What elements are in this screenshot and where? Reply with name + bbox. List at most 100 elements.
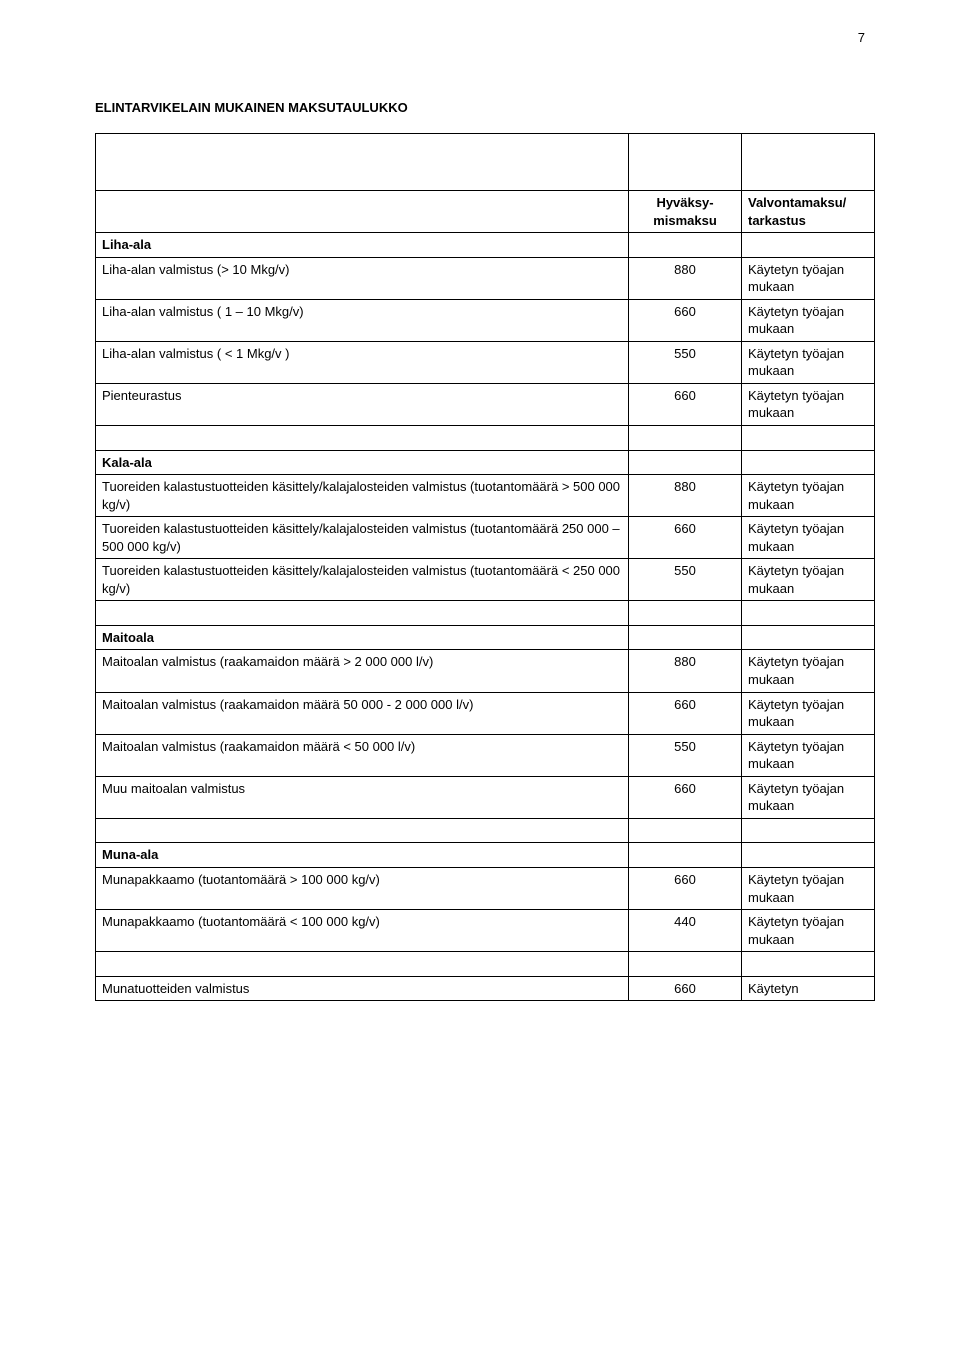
cell-value: 660 [629, 776, 742, 818]
cell-note: Käytetyn työajan mukaan [742, 692, 875, 734]
cell-value: 550 [629, 734, 742, 776]
section-liha: Liha-ala [96, 233, 629, 258]
cell-note: Käytetyn työajan mukaan [742, 257, 875, 299]
table-row: Muna-ala [96, 843, 875, 868]
cell-empty [629, 818, 742, 843]
cell-empty [742, 134, 875, 191]
cell-note: Käytetyn työajan mukaan [742, 867, 875, 909]
cell-label: Maitoalan valmistus (raakamaidon määrä 5… [96, 692, 629, 734]
page-number: 7 [858, 30, 865, 45]
cell-value: 550 [629, 341, 742, 383]
cell-value: 660 [629, 299, 742, 341]
cell-empty [96, 191, 629, 233]
table-row [96, 818, 875, 843]
table-row: Liha-ala [96, 233, 875, 258]
cell-empty [96, 426, 629, 451]
table-header-row: Hyväksy-mismaksu Valvontamaksu/ tarkastu… [96, 191, 875, 233]
cell-note: Käytetyn työajan mukaan [742, 650, 875, 692]
cell-empty [96, 952, 629, 977]
cell-label: Tuoreiden kalastustuotteiden käsittely/k… [96, 517, 629, 559]
cell-label: Munapakkaamo (tuotantomäärä < 100 000 kg… [96, 910, 629, 952]
cell-label: Maitoalan valmistus (raakamaidon määrä >… [96, 650, 629, 692]
cell-label: Munatuotteiden valmistus [96, 976, 629, 1001]
cell-empty [96, 818, 629, 843]
cell-empty [742, 843, 875, 868]
table-row [96, 952, 875, 977]
cell-empty [629, 952, 742, 977]
cell-empty [629, 450, 742, 475]
table-row: Pienteurastus 660 Käytetyn työajan mukaa… [96, 383, 875, 425]
cell-empty [742, 233, 875, 258]
table-row: Maitoala [96, 625, 875, 650]
cell-label: Munapakkaamo (tuotantomäärä > 100 000 kg… [96, 867, 629, 909]
cell-note: Käytetyn [742, 976, 875, 1001]
cell-value: 880 [629, 257, 742, 299]
cell-empty [742, 601, 875, 626]
cell-note: Käytetyn työajan mukaan [742, 734, 875, 776]
cell-empty [742, 625, 875, 650]
table-row: Maitoalan valmistus (raakamaidon määrä >… [96, 650, 875, 692]
cell-empty [629, 625, 742, 650]
cell-empty [629, 426, 742, 451]
cell-empty [742, 426, 875, 451]
header-col3: Valvontamaksu/ tarkastus [742, 191, 875, 233]
cell-label: Liha-alan valmistus ( 1 – 10 Mkg/v) [96, 299, 629, 341]
cell-label: Liha-alan valmistus (> 10 Mkg/v) [96, 257, 629, 299]
table-row: Kala-ala [96, 450, 875, 475]
table-row: Liha-alan valmistus (> 10 Mkg/v) 880 Käy… [96, 257, 875, 299]
table-row: Muu maitoalan valmistus 660 Käytetyn työ… [96, 776, 875, 818]
table-row: Munapakkaamo (tuotantomäärä < 100 000 kg… [96, 910, 875, 952]
cell-note: Käytetyn työajan mukaan [742, 776, 875, 818]
cell-note: Käytetyn työajan mukaan [742, 517, 875, 559]
cell-note: Käytetyn työajan mukaan [742, 299, 875, 341]
table-row: Maitoalan valmistus (raakamaidon määrä 5… [96, 692, 875, 734]
cell-label: Maitoalan valmistus (raakamaidon määrä <… [96, 734, 629, 776]
cell-empty [629, 843, 742, 868]
cell-label: Tuoreiden kalastustuotteiden käsittely/k… [96, 559, 629, 601]
section-muna: Muna-ala [96, 843, 629, 868]
cell-label: Pienteurastus [96, 383, 629, 425]
table-row: Tuoreiden kalastustuotteiden käsittely/k… [96, 517, 875, 559]
cell-label: Tuoreiden kalastustuotteiden käsittely/k… [96, 475, 629, 517]
table-row: Maitoalan valmistus (raakamaidon määrä <… [96, 734, 875, 776]
cell-empty [629, 233, 742, 258]
page: 7 ELINTARVIKELAIN MUKAINEN MAKSUTAULUKKO… [0, 0, 960, 1368]
cell-note: Käytetyn työajan mukaan [742, 475, 875, 517]
cell-value: 550 [629, 559, 742, 601]
table-row: Tuoreiden kalastustuotteiden käsittely/k… [96, 475, 875, 517]
cell-note: Käytetyn työajan mukaan [742, 341, 875, 383]
table-row [96, 601, 875, 626]
table-title: ELINTARVIKELAIN MUKAINEN MAKSUTAULUKKO [95, 100, 870, 115]
table-row: Liha-alan valmistus ( 1 – 10 Mkg/v) 660 … [96, 299, 875, 341]
header-col2: Hyväksy-mismaksu [629, 191, 742, 233]
cell-value: 660 [629, 692, 742, 734]
cell-empty [629, 134, 742, 191]
table-row: Liha-alan valmistus ( < 1 Mkg/v ) 550 Kä… [96, 341, 875, 383]
cell-note: Käytetyn työajan mukaan [742, 559, 875, 601]
cell-value: 440 [629, 910, 742, 952]
cell-label: Muu maitoalan valmistus [96, 776, 629, 818]
cell-empty [96, 601, 629, 626]
table-row [96, 134, 875, 191]
section-maito: Maitoala [96, 625, 629, 650]
cell-value: 880 [629, 650, 742, 692]
cell-empty [742, 818, 875, 843]
section-kala: Kala-ala [96, 450, 629, 475]
cell-value: 660 [629, 383, 742, 425]
cell-note: Käytetyn työajan mukaan [742, 383, 875, 425]
table-row: Munapakkaamo (tuotantomäärä > 100 000 kg… [96, 867, 875, 909]
cell-value: 660 [629, 867, 742, 909]
cell-label: Liha-alan valmistus ( < 1 Mkg/v ) [96, 341, 629, 383]
cell-value: 660 [629, 976, 742, 1001]
table-row: Tuoreiden kalastustuotteiden käsittely/k… [96, 559, 875, 601]
table-row [96, 426, 875, 451]
cell-value: 880 [629, 475, 742, 517]
cell-empty [742, 952, 875, 977]
cell-empty [96, 134, 629, 191]
cell-empty [629, 601, 742, 626]
cell-note: Käytetyn työajan mukaan [742, 910, 875, 952]
cell-value: 660 [629, 517, 742, 559]
main-table: Hyväksy-mismaksu Valvontamaksu/ tarkastu… [95, 133, 875, 1001]
cell-empty [742, 450, 875, 475]
table-row: Munatuotteiden valmistus 660 Käytetyn [96, 976, 875, 1001]
